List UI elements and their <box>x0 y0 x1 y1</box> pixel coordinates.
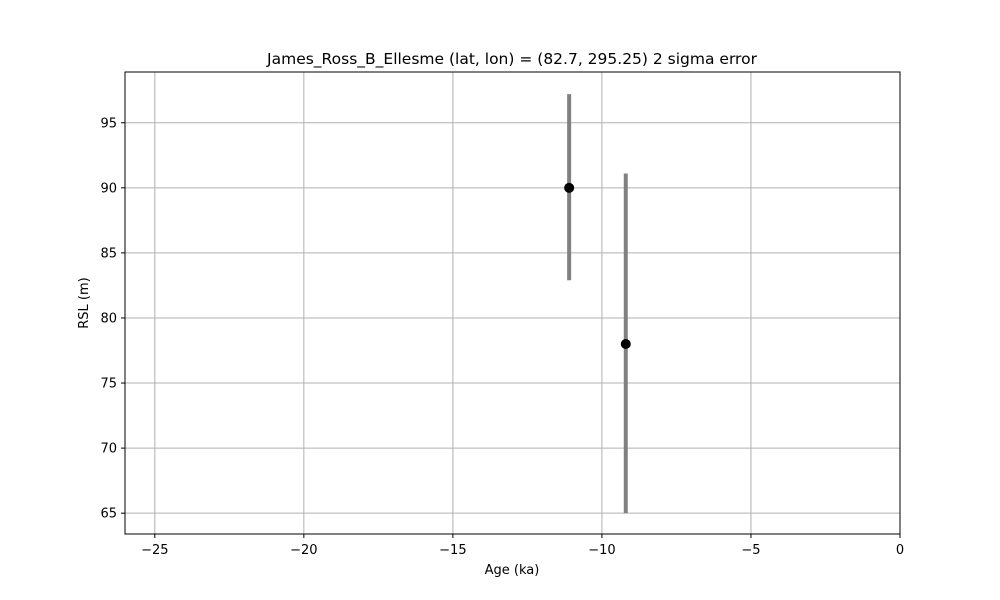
y-tick-label: 85 <box>100 246 117 261</box>
x-tick-label: −25 <box>141 543 168 558</box>
y-tick-label: 80 <box>100 311 117 326</box>
plot-frame <box>124 71 901 535</box>
y-axis-ticks: 65 70 75 80 85 90 95 <box>100 116 125 522</box>
error-bars <box>567 94 628 514</box>
y-tick-label: 95 <box>100 116 117 131</box>
data-point <box>564 182 575 193</box>
x-tick-label: −15 <box>439 543 466 558</box>
x-tick-label: −10 <box>588 543 615 558</box>
x-axis-ticks: −25 −20 −15 −10 −5 0 <box>141 534 904 558</box>
y-tick-label: 70 <box>100 442 117 457</box>
x-tick-label: −5 <box>741 543 760 558</box>
y-tick-label: 65 <box>100 507 117 522</box>
y-tick-label: 75 <box>100 377 117 392</box>
chart-title: James_Ross_B_Ellesme (lat, lon) = (82.7,… <box>266 50 758 69</box>
data-points <box>564 182 631 349</box>
x-tick-label: 0 <box>896 543 904 558</box>
x-tick-label: −20 <box>290 543 317 558</box>
y-axis-label: RSL (m) <box>77 277 92 328</box>
data-point <box>620 338 631 349</box>
x-axis-label: Age (ka) <box>485 563 540 578</box>
y-tick-label: 90 <box>100 181 117 196</box>
grid <box>125 72 901 534</box>
